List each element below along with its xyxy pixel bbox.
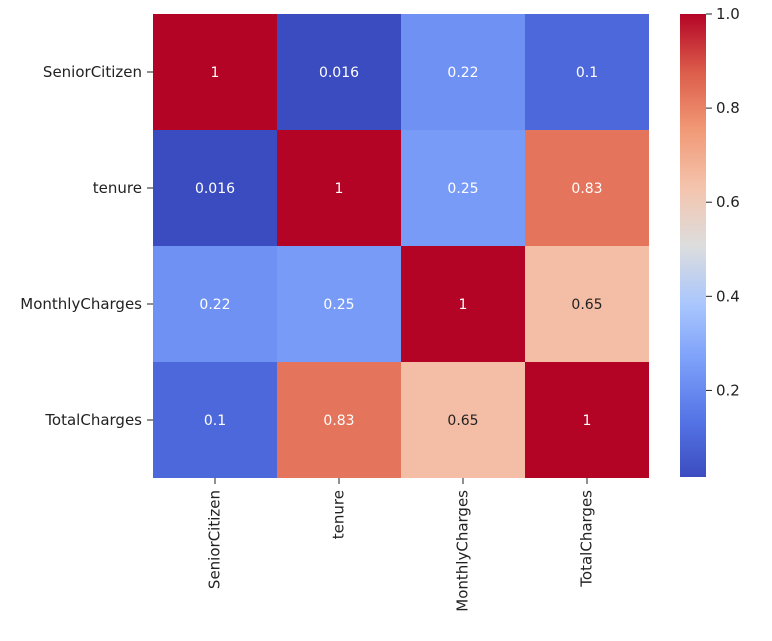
heatmap-cell-r3-c4 bbox=[525, 246, 649, 362]
colorbar-gradient bbox=[680, 14, 706, 477]
y-tick-label-1: SeniorCitizen bbox=[43, 63, 142, 81]
heatmap-cell-label-r2-c1: 0.016 bbox=[195, 181, 235, 197]
y-tick-label-3: MonthlyCharges bbox=[20, 295, 142, 313]
x-tick-label-2: tenure bbox=[330, 490, 348, 539]
x-tick-label-4: TotalCharges bbox=[578, 490, 596, 588]
heatmap-cell-label-r1-c2: 0.016 bbox=[319, 65, 359, 81]
heatmap-cell-r2-c2 bbox=[277, 130, 401, 246]
heatmap-cell-r3-c2 bbox=[277, 246, 401, 362]
heatmap-annotations: 1 0.016 0.22 0.1 0.016 1 0.25 0.83 0.22 0.25 1 0.65… bbox=[195, 65, 603, 429]
colorbar-tick-label-3: 0.6 bbox=[716, 193, 740, 211]
y-axis: SeniorCitizen tenure MonthlyCharges TotalCh… bbox=[20, 63, 153, 429]
colorbar: 0.2 0.4 0.6 0.8 1.0 bbox=[680, 5, 740, 477]
heatmap-cell-r3-c1 bbox=[153, 246, 277, 362]
heatmap-cell-label-r1-c3: 0.22 bbox=[447, 65, 478, 81]
heatmap-cell-r2-c4 bbox=[525, 130, 649, 246]
x-tick-label-1: SeniorCitizen bbox=[206, 490, 224, 589]
heatmap-cell-label-r2-c3: 0.25 bbox=[447, 181, 478, 197]
heatmap-cell-r1-c2 bbox=[277, 14, 401, 130]
y-tick-label-2: tenure bbox=[93, 179, 142, 197]
heatmap-cell-r2-c1 bbox=[153, 130, 277, 246]
y-tick-label-4: TotalCharges bbox=[44, 411, 142, 429]
heatmap-cell-r1-c1 bbox=[153, 14, 277, 130]
heatmap-cell-r1-c4 bbox=[525, 14, 649, 130]
heatmap-cell-label-r4-c1: 0.1 bbox=[204, 413, 226, 429]
x-tick-label-3: MonthlyCharges bbox=[454, 490, 472, 612]
heatmap-cell-r4-c2 bbox=[277, 362, 401, 478]
heatmap-cell-label-r3-c3: 1 bbox=[459, 297, 468, 313]
heatmap-cell-r2-c3 bbox=[401, 130, 525, 246]
heatmap-cells bbox=[153, 14, 649, 478]
heatmap-cell-label-r1-c1: 1 bbox=[211, 65, 220, 81]
heatmap-cell-label-r2-c2: 1 bbox=[335, 181, 344, 197]
heatmap-cell-label-r3-c1: 0.22 bbox=[199, 297, 230, 313]
heatmap-cell-label-r4-c2: 0.83 bbox=[323, 413, 354, 429]
heatmap-cell-r4-c1 bbox=[153, 362, 277, 478]
heatmap-cell-label-r4-c4: 1 bbox=[583, 413, 592, 429]
heatmap-cell-r4-c3 bbox=[401, 362, 525, 478]
x-axis: SeniorCitizen tenure MonthlyCharges TotalCh… bbox=[206, 478, 596, 612]
colorbar-tick-label-2: 0.4 bbox=[716, 287, 740, 305]
heatmap-cell-label-r3-c2: 0.25 bbox=[323, 297, 354, 313]
colorbar-tick-label-1: 0.2 bbox=[716, 381, 740, 399]
colorbar-tick-label-5: 1.0 bbox=[716, 5, 740, 23]
heatmap-cell-r4-c4 bbox=[525, 362, 649, 478]
heatmap-cell-label-r2-c4: 0.83 bbox=[571, 181, 602, 197]
colorbar-tick-label-4: 0.8 bbox=[716, 99, 740, 117]
heatmap-cell-label-r3-c4: 0.65 bbox=[571, 297, 602, 313]
heatmap-cell-r1-c3 bbox=[401, 14, 525, 130]
heatmap-cell-r3-c3 bbox=[401, 246, 525, 362]
heatmap-cell-label-r1-c4: 0.1 bbox=[576, 65, 598, 81]
heatmap-cell-label-r4-c3: 0.65 bbox=[447, 413, 478, 429]
